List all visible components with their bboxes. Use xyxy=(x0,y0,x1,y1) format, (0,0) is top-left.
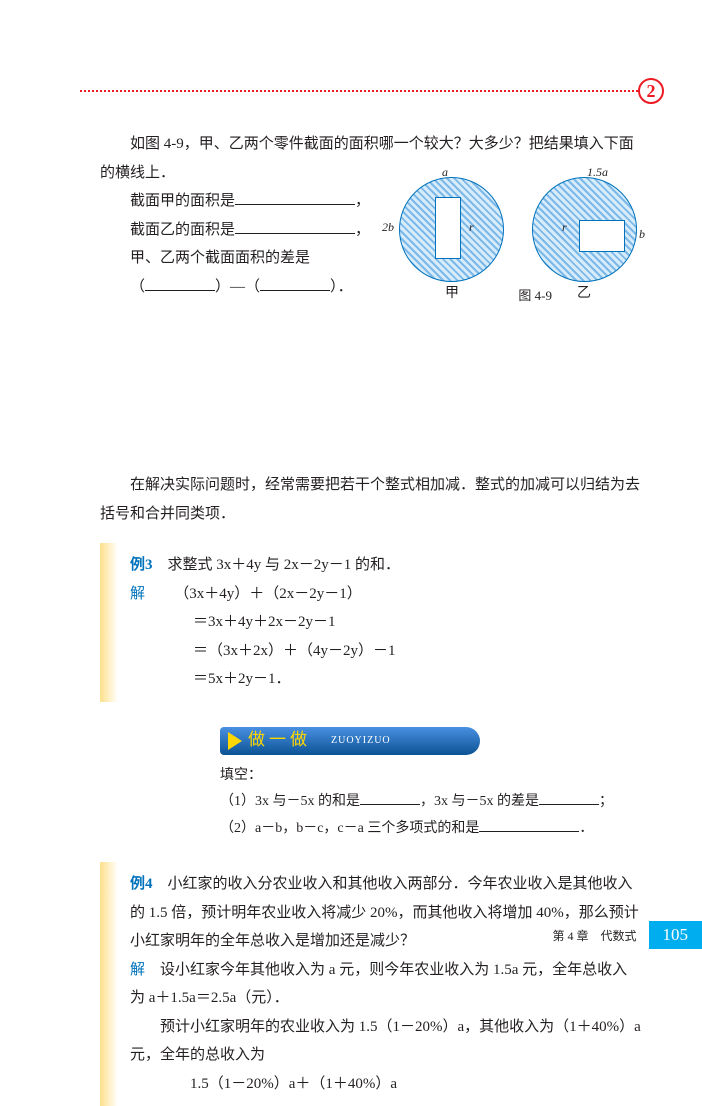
zuo-q1c: ； xyxy=(599,794,613,809)
blank xyxy=(235,190,355,205)
zuoyizuo-py: ZUOYIZUO xyxy=(331,731,391,750)
zuo-q2c: ． xyxy=(579,821,593,836)
ex3-problem: 求整式 3x＋4y 与 2x－2y－1 的和． xyxy=(168,557,401,573)
example-4: 例4 小红家的收入分农业收入和其他收入两部分．今年农业收入是其他收入的 1.5 … xyxy=(100,862,642,1106)
rparen: ） xyxy=(215,279,230,295)
ex4-l0: 设小红家今年其他收入为 a 元，则今年农业收入为 1.5a 元，全年总收入为 a… xyxy=(130,962,627,1007)
zuoyizuo-cn: 做一做 xyxy=(248,724,311,756)
ex4-l1: 预计小红家明年的农业收入为 1.5（1－20%）a，其他收入为（1＋40%）a元… xyxy=(130,1013,642,1070)
caption-jia: 甲 xyxy=(445,282,459,302)
period: ． xyxy=(338,279,353,295)
ex3-l2: ＝（3x＋2x）＋（4y－2y）－1 xyxy=(193,637,642,666)
fill2-label: 截面乙的面积是 xyxy=(130,222,235,238)
ex3-l1: ＝3x＋4y＋2x－2y－1 xyxy=(193,608,642,637)
comma: ， xyxy=(355,222,370,238)
blank xyxy=(145,276,215,291)
lparen: （ xyxy=(245,279,260,295)
zuoyizuo-content: 填空： （1）3x 与－5x 的和是 ，3x 与－5x 的差是 ； （2）a－b，b… xyxy=(220,763,642,843)
zuo-q1b: ，3x 与－5x 的差是 xyxy=(420,794,539,809)
caption-yi: 乙 xyxy=(577,282,591,302)
dim-r1: r xyxy=(469,220,474,235)
dim-b: b xyxy=(639,227,645,242)
minus: — xyxy=(230,279,245,295)
blank xyxy=(235,219,355,234)
ex3-l3: ＝5x＋2y－1． xyxy=(193,665,642,694)
blank xyxy=(360,791,420,805)
ex3-sol-label: 解 xyxy=(130,586,145,602)
lparen: （ xyxy=(130,279,145,295)
zuo-q1a: （1）3x 与－5x 的和是 xyxy=(220,794,360,809)
ex3-label: 例3 xyxy=(130,557,153,573)
summary-paragraph: 在解决实际问题时，经常需要把若干个整式相加减．整式的加减可以归结为去括号和合并同… xyxy=(100,471,642,528)
zuoyizuo-banner: 做一做 ZUOYIZUO xyxy=(220,727,480,755)
rparen: ） xyxy=(330,279,338,295)
figure-caption: 图 4-9 xyxy=(518,285,552,304)
chapter-label: 第 4 章 代数式 xyxy=(552,927,636,944)
dim-a: a xyxy=(442,165,448,180)
ex4-label: 例4 xyxy=(130,876,153,892)
header-dotted-line xyxy=(80,90,662,92)
example-3: 例3 求整式 3x＋4y 与 2x－2y－1 的和． 解 （3x＋4y）＋（2x… xyxy=(100,543,642,702)
page-number: 105 xyxy=(649,921,702,949)
zuo-q2a: （2）a－b，b－c，c－a 三个多项式的和是 xyxy=(220,821,479,836)
rect-jia xyxy=(435,197,461,259)
ex4-sol-label: 解 xyxy=(130,962,145,978)
dim-r2: r xyxy=(562,220,567,235)
fill3-label: 甲、乙两个截面面积的差是 xyxy=(130,250,310,266)
triangle-icon xyxy=(228,732,242,750)
blank xyxy=(260,276,330,291)
blank xyxy=(539,791,599,805)
header-badge: 2 xyxy=(638,78,664,104)
ex4-l2: 1.5（1－20%）a＋（1＋40%）a xyxy=(130,1070,642,1099)
zuo-title: 填空： xyxy=(220,763,642,790)
figure-4-9: a 1.5a 2b r r b 甲 乙 xyxy=(387,165,647,315)
dim-2b: 2b xyxy=(382,220,394,235)
page-footer: 第 4 章 代数式 105 xyxy=(552,921,702,949)
rect-yi xyxy=(579,220,625,252)
comma: ， xyxy=(355,193,370,209)
dim-15a: 1.5a xyxy=(587,165,608,180)
fill1-label: 截面甲的面积是 xyxy=(130,193,235,209)
ex3-l0: （3x＋4y）＋（2x－2y－1） xyxy=(174,586,362,602)
blank xyxy=(479,818,579,832)
